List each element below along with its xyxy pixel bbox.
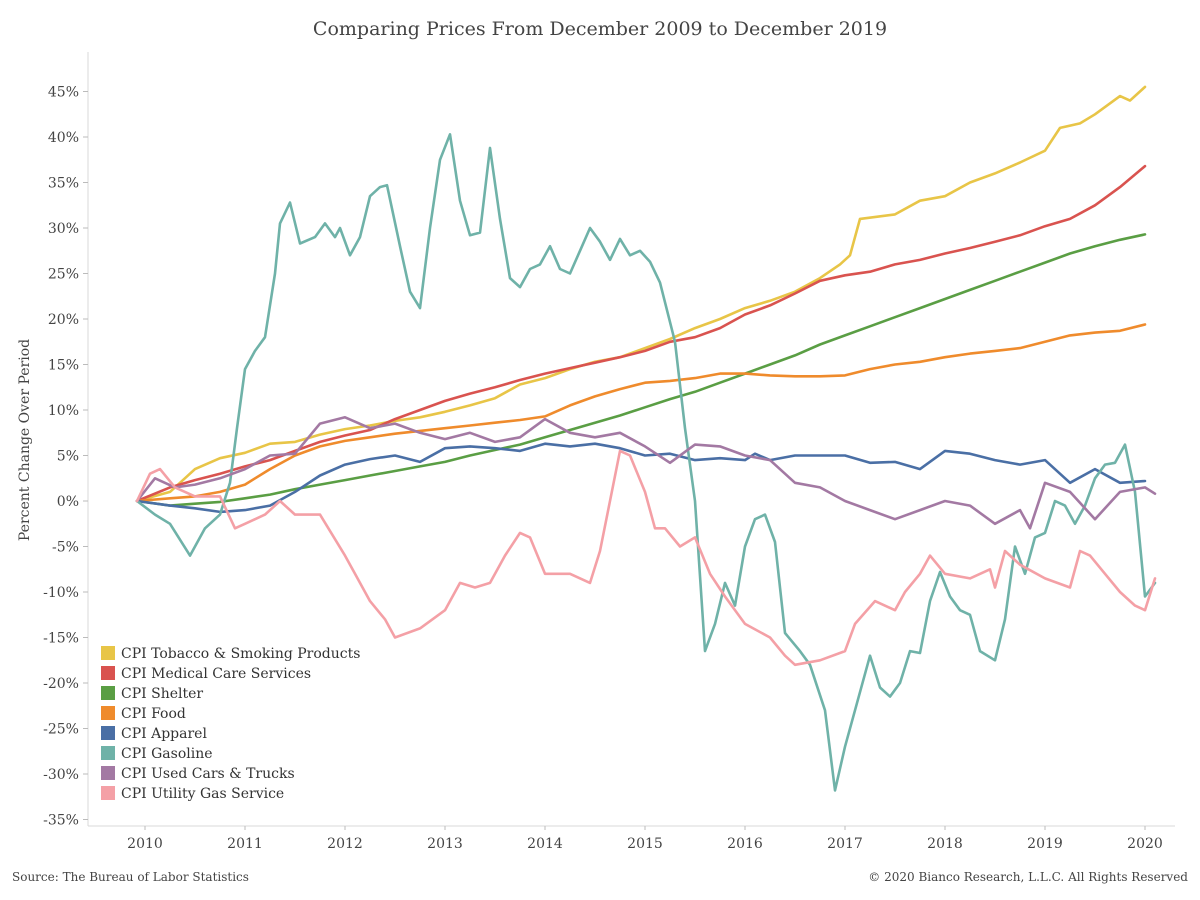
- series-line: [135, 323, 1147, 503]
- x-tick-label: 2012: [327, 836, 363, 852]
- legend-label: CPI Apparel: [121, 726, 207, 742]
- y-tick-label: 35%: [48, 176, 79, 192]
- legend-label: CPI Shelter: [121, 686, 203, 702]
- legend-swatch: [101, 666, 115, 680]
- y-tick-label: -25%: [43, 722, 79, 738]
- y-axis-ticks: -35% -30% -25% -20% -15% -10% -5% 0% 5% 10% 15% 20%…: [43, 85, 88, 829]
- y-tick-label: -5%: [52, 540, 79, 556]
- x-tick-label: 2018: [927, 836, 963, 852]
- source-note: Source: The Bureau of Labor Statistics: [12, 870, 249, 884]
- y-tick-label: -30%: [43, 767, 79, 783]
- y-tick-label: 40%: [48, 130, 79, 146]
- y-tick-label: -20%: [43, 676, 79, 692]
- axis-frame: [87, 52, 1175, 827]
- legend-label: CPI Medical Care Services: [121, 666, 311, 682]
- chart-title: Comparing Prices From December 2009 to D…: [312, 18, 888, 40]
- y-tick-label: -15%: [43, 631, 79, 647]
- series-line: [135, 85, 1147, 503]
- x-tick-label: 2013: [427, 836, 463, 852]
- x-tick-label: 2019: [1027, 836, 1063, 852]
- x-tick-label: 2016: [727, 836, 763, 852]
- y-tick-label: 20%: [48, 312, 79, 328]
- x-tick-label: 2010: [127, 836, 163, 852]
- legend-swatch: [101, 746, 115, 760]
- x-tick-label: 2017: [827, 836, 863, 852]
- legend-swatch: [101, 646, 115, 660]
- y-tick-label: 30%: [48, 221, 79, 237]
- x-axis-ticks: 2010 2011 2012 2013 2014 2015 2016 2017 2018 2019…: [127, 826, 1163, 852]
- y-tick-label: 5%: [57, 449, 79, 465]
- legend-swatch: [101, 786, 115, 800]
- y-axis-label: Percent Change Over Period: [17, 339, 33, 541]
- y-tick-label: 45%: [48, 85, 79, 101]
- y-tick-label: -10%: [43, 585, 79, 601]
- x-tick-label: 2015: [627, 836, 663, 852]
- legend-label: CPI Tobacco & Smoking Products: [121, 646, 360, 662]
- y-tick-label: -35%: [43, 813, 79, 829]
- y-tick-label: 0%: [57, 494, 79, 510]
- series-line: [135, 164, 1147, 503]
- legend-swatch: [101, 686, 115, 700]
- legend-label: CPI Utility Gas Service: [121, 786, 284, 802]
- x-tick-label: 2011: [227, 836, 263, 852]
- legend-swatch: [101, 766, 115, 780]
- series-line: [135, 449, 1157, 667]
- y-tick-label: 15%: [48, 358, 79, 374]
- legend-label: CPI Food: [121, 706, 186, 722]
- legend-label: CPI Used Cars & Trucks: [121, 766, 295, 782]
- series-line: [135, 133, 1157, 792]
- legend-swatch: [101, 726, 115, 740]
- legend-swatch: [101, 706, 115, 720]
- series-lines: [135, 85, 1157, 792]
- x-tick-label: 2014: [527, 836, 563, 852]
- y-tick-label: 10%: [48, 403, 79, 419]
- x-tick-label: 2020: [1127, 836, 1163, 852]
- legend: CPI Tobacco & Smoking Products CPI Medica…: [101, 646, 360, 802]
- series-line: [135, 233, 1147, 507]
- series-line: [135, 416, 1157, 530]
- y-tick-label: 25%: [48, 267, 79, 283]
- legend-label: CPI Gasoline: [121, 746, 213, 762]
- copyright-note: © 2020 Bianco Research, L.L.C. All Right…: [868, 870, 1188, 884]
